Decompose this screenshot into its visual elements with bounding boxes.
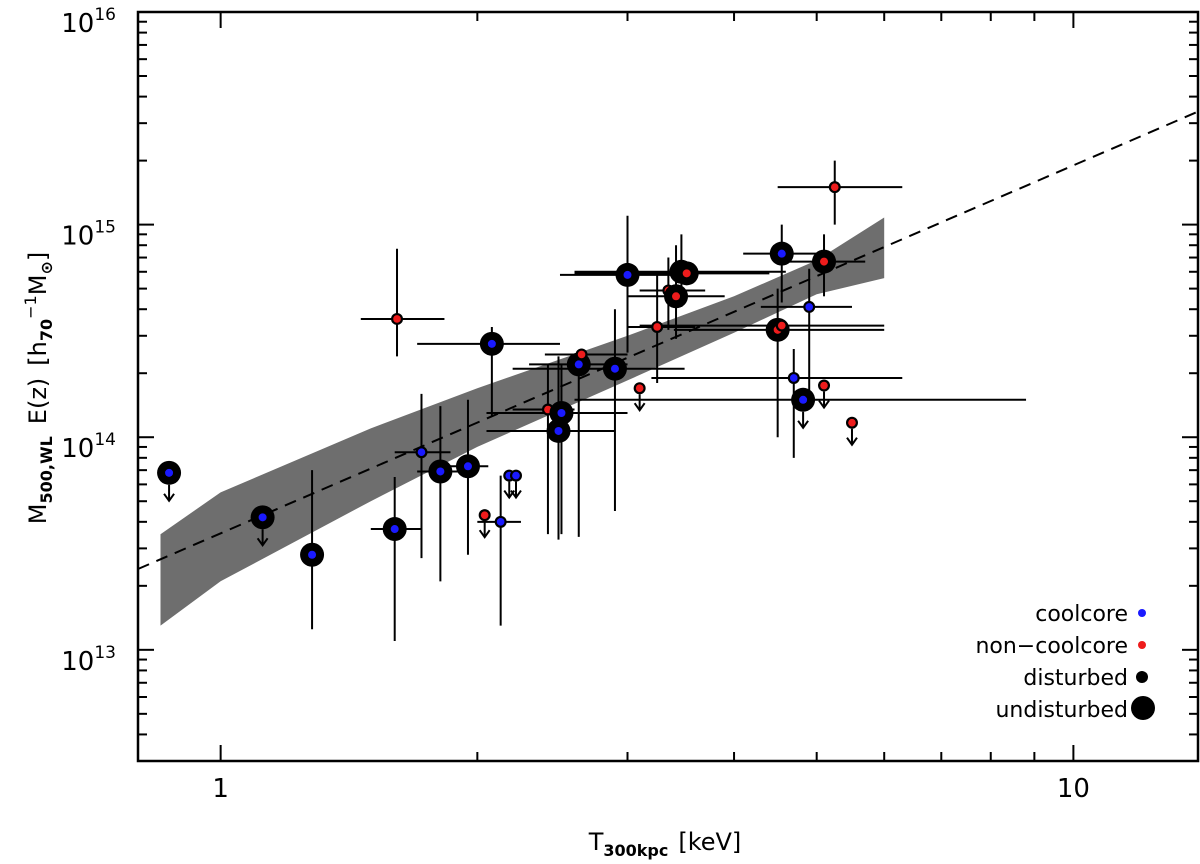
legend-label-coolcore: coolcore	[1035, 602, 1128, 627]
confidence-band-area	[160, 217, 885, 626]
y-label-base: M	[24, 504, 52, 525]
y-tick-label: 1014	[61, 430, 116, 464]
upper-limit-arrowhead	[256, 537, 269, 548]
upper-limit-arrowhead	[163, 493, 175, 503]
data-point	[487, 339, 496, 348]
x-label-sub: 300kpc	[603, 841, 668, 860]
error-bars	[163, 160, 1027, 642]
legend-marker-noncoolcore	[1138, 641, 1146, 649]
y-tick-base: 10	[61, 222, 94, 252]
confidence-band	[160, 217, 885, 626]
x-axis-label: T300kpc [keV]	[588, 828, 742, 860]
y-label-bracket-open: [	[24, 356, 52, 365]
data-point	[574, 360, 583, 369]
data-point	[830, 183, 839, 191]
data-point	[848, 418, 856, 427]
data-point	[480, 511, 489, 519]
x-label-base: T	[588, 828, 604, 856]
y-label-ez: E(z)	[24, 378, 52, 425]
y-label-sub: 500,WL	[37, 436, 56, 503]
data-point	[393, 315, 401, 323]
data-points	[157, 181, 858, 567]
y-tick-label: 1013	[61, 643, 116, 677]
data-point	[777, 249, 786, 258]
y-label-msun: M	[24, 275, 52, 296]
data-point	[512, 471, 520, 480]
y-tick-exp: 15	[94, 218, 116, 238]
legend-label-noncoolcore: non−coolcore	[975, 634, 1128, 659]
data-point	[623, 270, 632, 279]
upper-limit-arrowhead	[478, 529, 491, 539]
data-point	[308, 550, 317, 559]
y-tick-base: 10	[61, 9, 94, 39]
legend-marker-coolcore	[1138, 609, 1146, 617]
upper-limit-arrowhead	[797, 420, 809, 430]
y-tick-label: 1016	[61, 5, 116, 39]
data-point	[496, 518, 505, 526]
x-label-unit: [keV]	[678, 828, 741, 856]
x-tick-label: 10	[1057, 774, 1090, 804]
y-label-bracket-close: ]	[24, 252, 52, 261]
data-point	[805, 303, 814, 311]
data-point	[436, 467, 445, 476]
upper-limit-arrowhead	[846, 437, 858, 447]
legend-label-disturbed: disturbed	[1023, 666, 1128, 691]
axis-ticks	[138, 11, 1198, 762]
data-point	[417, 448, 426, 457]
data-point	[672, 292, 681, 301]
y-tick-base: 10	[61, 434, 94, 464]
data-point	[463, 462, 472, 471]
y-label-h-sub: 70	[37, 319, 56, 341]
data-point	[820, 257, 829, 266]
plot-frame	[136, 10, 1200, 763]
y-label-msun-sub: ⊙	[37, 261, 56, 274]
data-point	[557, 408, 566, 417]
y-tick-exp: 14	[94, 430, 116, 450]
y-tick-base: 10	[61, 647, 94, 677]
upper-limit-arrowhead	[510, 490, 522, 500]
x-tick-label: 1	[212, 774, 229, 804]
legend: coolcore non−coolcore disturbed undistur…	[975, 602, 1155, 723]
data-point	[777, 321, 786, 330]
data-point	[820, 381, 828, 390]
data-point	[554, 426, 563, 435]
data-point	[789, 374, 798, 382]
data-point	[390, 525, 399, 534]
data-point	[635, 384, 644, 393]
y-label-h: h	[24, 341, 52, 356]
upper-limit-arrowhead	[633, 402, 646, 412]
data-point	[799, 395, 808, 404]
data-point	[165, 468, 174, 477]
legend-marker-disturbed	[1136, 671, 1148, 683]
y-label-h-sup: −1	[21, 295, 40, 319]
data-point	[610, 364, 619, 373]
y-tick-label: 1015	[61, 218, 116, 252]
data-point	[682, 269, 691, 278]
legend-marker-undisturbed	[1131, 696, 1155, 720]
y-tick-exp: 16	[94, 5, 116, 25]
data-point	[653, 323, 661, 331]
data-point	[258, 513, 267, 522]
y-axis-label: M500,WLE(z)[h70−1M⊙]	[21, 252, 56, 525]
legend-label-undisturbed: undisturbed	[995, 698, 1128, 723]
data-point	[577, 350, 586, 359]
fit-line	[137, 110, 1199, 570]
y-tick-exp: 13	[94, 643, 116, 663]
fit-line-layer	[137, 110, 1199, 570]
upper-limit-arrowhead	[818, 399, 830, 410]
